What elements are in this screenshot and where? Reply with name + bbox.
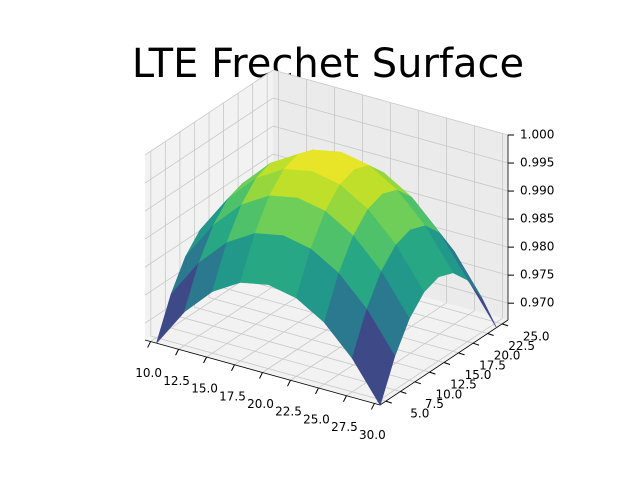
grid-line xyxy=(144,125,274,212)
z-tick-label: 0.995 xyxy=(520,156,554,170)
x-tick-label: 15.0 xyxy=(191,382,218,396)
y-tick-label: 20.0 xyxy=(494,349,521,363)
x-axis xyxy=(144,339,381,406)
z-tick-label: 0.980 xyxy=(520,240,554,254)
y-tick xyxy=(487,333,494,336)
y-tick-label: 25.0 xyxy=(523,329,550,343)
y-tick xyxy=(458,352,465,356)
grid-line xyxy=(272,69,509,136)
z-tick-label: 0.990 xyxy=(520,184,554,198)
y-tick-label: 22.5 xyxy=(508,339,535,353)
y-tick-label: 15.0 xyxy=(465,368,492,382)
y-tick-label: 10.0 xyxy=(436,387,463,401)
x-tick xyxy=(287,380,291,387)
x-tick xyxy=(370,403,375,410)
y-tick xyxy=(472,342,480,346)
y-tick-label: 17.5 xyxy=(479,358,506,372)
y-tick xyxy=(443,362,451,365)
y-axis xyxy=(379,319,509,406)
z-tick-label: 0.985 xyxy=(520,212,554,226)
y-tick-label: 12.5 xyxy=(450,378,477,392)
grid-line xyxy=(272,125,509,192)
y-tick xyxy=(385,400,392,404)
chart-title: LTE Frechet Surface xyxy=(132,41,524,87)
x-tick-label: 20.0 xyxy=(247,397,274,411)
x-tick-label: 27.5 xyxy=(331,420,358,434)
y-tick xyxy=(502,323,509,327)
grid-line xyxy=(144,97,274,184)
x-tick-label: 25.0 xyxy=(303,412,330,426)
z-tick-label: 1.000 xyxy=(520,128,554,142)
y-tick-label: 5.0 xyxy=(410,407,429,421)
x-tick xyxy=(231,364,235,371)
y-tick xyxy=(429,371,436,375)
x-tick xyxy=(203,356,207,364)
grid-line xyxy=(208,297,445,363)
x-tick xyxy=(147,341,152,348)
x-tick xyxy=(315,387,319,395)
surface-patch xyxy=(351,308,396,406)
grid-line xyxy=(272,97,509,164)
x-tick-label: 12.5 xyxy=(163,374,190,388)
grid-line xyxy=(150,335,386,402)
x-tick-label: 17.5 xyxy=(219,389,246,403)
z-tick-label: 0.970 xyxy=(520,296,554,310)
y-tick-label: 7.5 xyxy=(425,397,444,411)
z-tick-label: 0.975 xyxy=(520,268,554,282)
x-tick-label: 10.0 xyxy=(135,366,162,380)
grid-line xyxy=(144,69,274,156)
y-tick xyxy=(414,381,422,385)
x-tick xyxy=(259,372,263,379)
grid-line xyxy=(144,153,274,240)
x-tick xyxy=(175,349,180,356)
x-tick-label: 22.5 xyxy=(275,405,302,419)
y-tick xyxy=(400,391,407,394)
x-tick-label: 30.0 xyxy=(359,428,386,442)
x-tick xyxy=(342,395,347,402)
grid-line xyxy=(165,326,401,392)
